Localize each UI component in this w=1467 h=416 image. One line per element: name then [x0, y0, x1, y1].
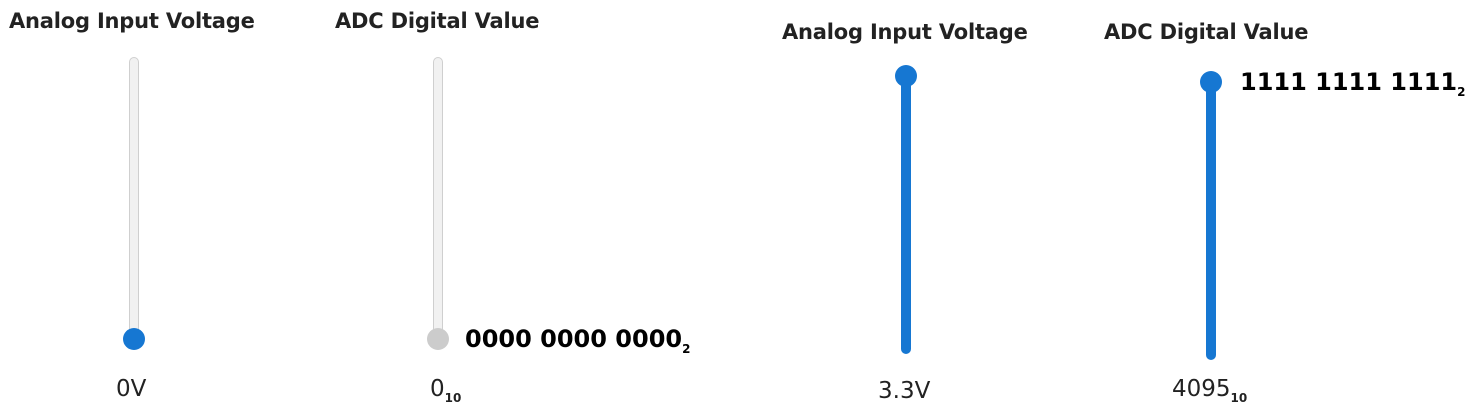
- right-adc-slider-thumb: [1200, 71, 1222, 93]
- right-adc-decimal-value: 409510: [1172, 376, 1248, 405]
- right-adc-binary-value: 1111 1111 11112: [1240, 68, 1466, 99]
- left-voltage-title: Analog Input Voltage: [9, 9, 255, 33]
- right-voltage-slider-track[interactable]: [901, 70, 911, 354]
- right-adc-slider-track: [1206, 76, 1216, 360]
- left-voltage-slider-track[interactable]: [129, 57, 139, 347]
- left-adc-binary-value: 0000 0000 00002: [465, 325, 691, 356]
- right-adc-decimal-base: 10: [1230, 391, 1248, 405]
- left-adc-title: ADC Digital Value: [335, 9, 540, 33]
- left-voltage-value: 0V: [116, 376, 147, 402]
- right-adc-binary-base: 2: [1457, 85, 1466, 99]
- right-voltage-slider-thumb[interactable]: [895, 65, 917, 87]
- right-voltage-value: 3.3V: [878, 378, 931, 404]
- left-adc-slider-thumb: [427, 328, 449, 350]
- left-adc-slider-track: [433, 57, 443, 347]
- left-voltage-slider-thumb[interactable]: [123, 328, 145, 350]
- right-adc-title: ADC Digital Value: [1104, 20, 1309, 44]
- right-voltage-title: Analog Input Voltage: [782, 20, 1028, 44]
- left-adc-decimal-value: 010: [430, 376, 462, 405]
- left-adc-decimal-base: 10: [444, 391, 462, 405]
- left-adc-binary-base: 2: [682, 342, 691, 356]
